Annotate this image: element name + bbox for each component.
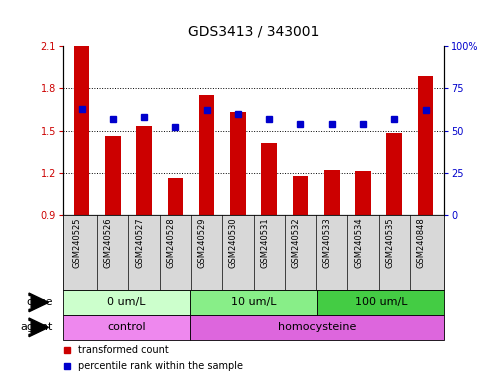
Text: dose: dose — [27, 297, 53, 308]
Bar — [355, 171, 371, 215]
Text: GSM240533: GSM240533 — [323, 217, 332, 268]
Text: GSM240534: GSM240534 — [354, 217, 363, 268]
Text: GSM240530: GSM240530 — [229, 217, 238, 268]
Bar — [168, 179, 183, 215]
Bar — [190, 290, 317, 315]
Text: GSM240529: GSM240529 — [198, 217, 207, 268]
Text: control: control — [107, 322, 146, 333]
Text: transformed count: transformed count — [78, 344, 169, 354]
Text: 10 um/L: 10 um/L — [231, 297, 276, 308]
Bar — [63, 315, 190, 340]
Bar — [324, 170, 340, 215]
Text: 0 um/L: 0 um/L — [107, 297, 146, 308]
Bar — [293, 175, 308, 215]
Text: homocysteine: homocysteine — [278, 322, 356, 333]
Bar — [261, 143, 277, 215]
Text: GSM240531: GSM240531 — [260, 217, 269, 268]
Text: GDS3413 / 343001: GDS3413 / 343001 — [188, 25, 319, 38]
Bar — [317, 290, 444, 315]
Bar — [74, 46, 89, 215]
Bar — [105, 136, 121, 215]
Text: percentile rank within the sample: percentile rank within the sample — [78, 361, 243, 371]
Text: GSM240527: GSM240527 — [135, 217, 144, 268]
Text: 100 um/L: 100 um/L — [355, 297, 407, 308]
Bar — [136, 126, 152, 215]
Text: GSM240528: GSM240528 — [166, 217, 175, 268]
Bar — [230, 112, 246, 215]
Bar — [63, 290, 190, 315]
Text: GSM240526: GSM240526 — [104, 217, 113, 268]
Bar — [190, 315, 444, 340]
Bar — [386, 133, 402, 215]
Text: GSM240525: GSM240525 — [72, 217, 82, 268]
Text: agent: agent — [21, 322, 53, 333]
FancyArrow shape — [29, 293, 48, 312]
Bar — [418, 76, 433, 215]
Text: GSM240532: GSM240532 — [291, 217, 300, 268]
FancyArrow shape — [29, 318, 48, 337]
Text: GSM240535: GSM240535 — [385, 217, 394, 268]
Text: GSM240848: GSM240848 — [417, 217, 426, 268]
Bar — [199, 95, 214, 215]
